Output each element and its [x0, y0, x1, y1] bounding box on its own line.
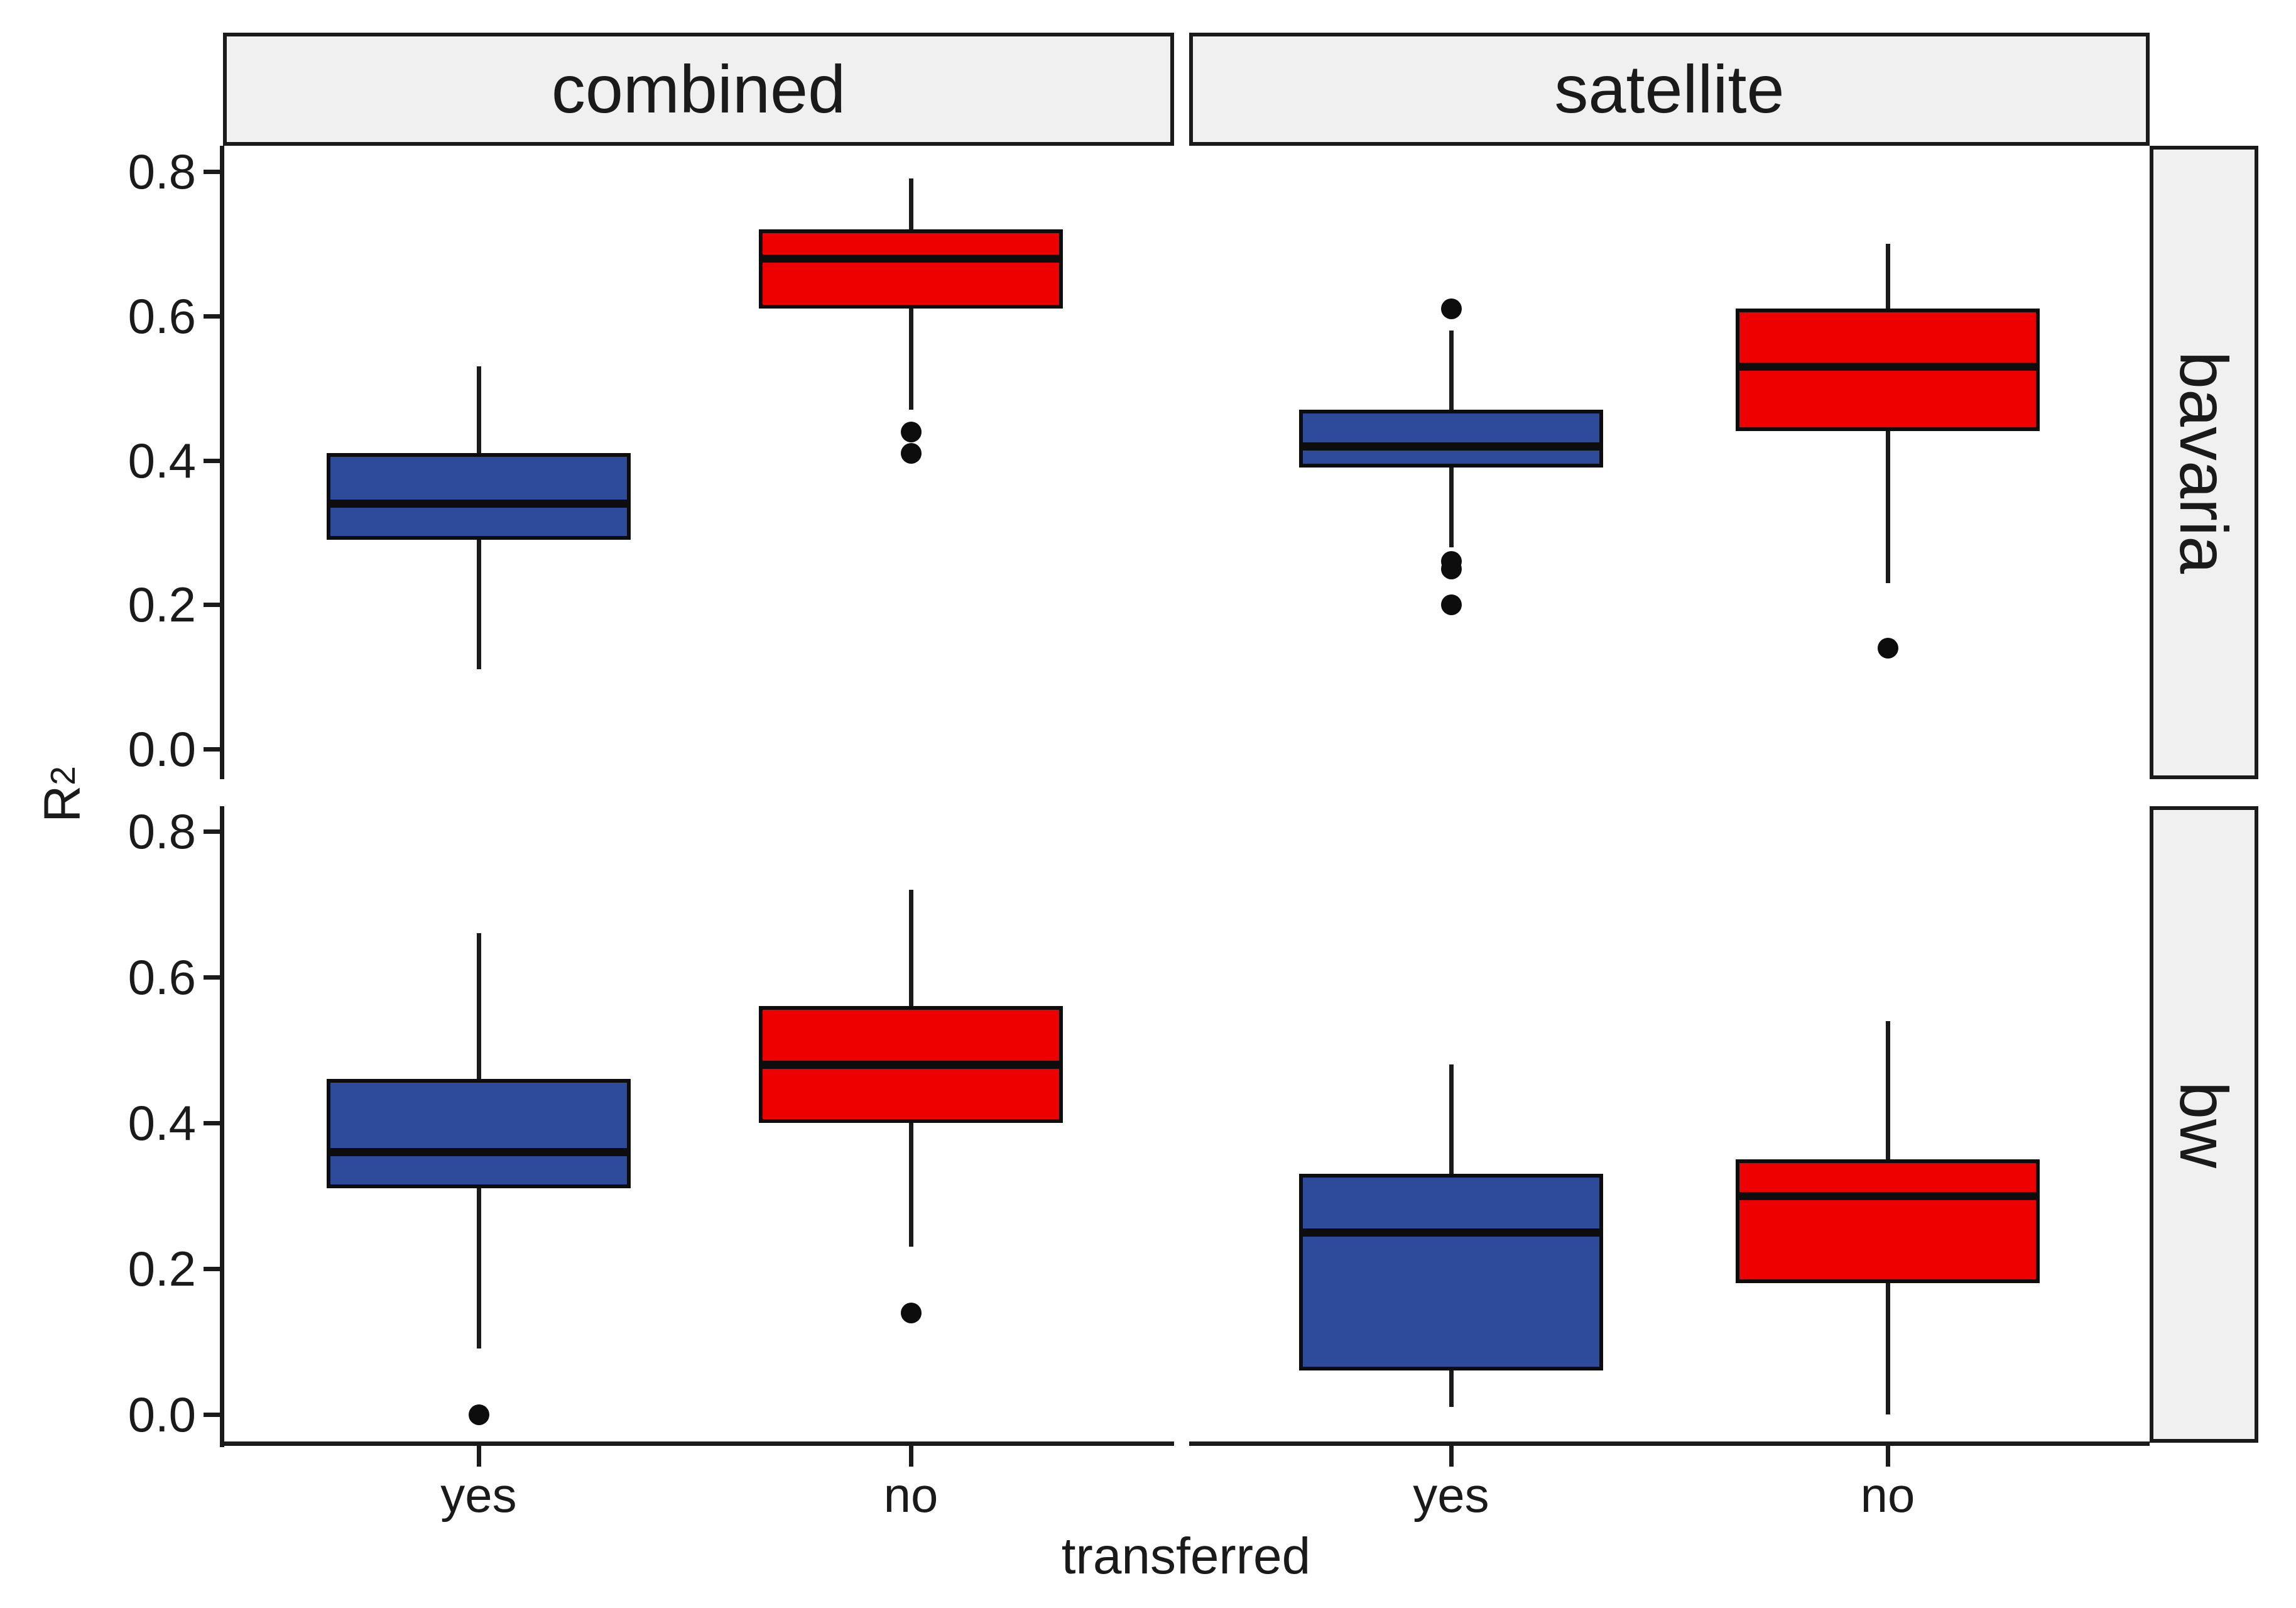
median-combined-bw-no — [759, 1061, 1063, 1069]
y-tick-label-bw-0.2: 0.2 — [128, 1241, 196, 1296]
outlier-dot-combined-bw-yes-0 — [469, 1404, 489, 1425]
y-tick-bw-0.8 — [204, 829, 224, 834]
median-combined-bw-yes — [327, 1148, 631, 1156]
x-tick-label-satellite-no: no — [1860, 1467, 1915, 1523]
y-tick-bw-0.2 — [204, 1267, 224, 1271]
y-tick-label-bw-0.0: 0.0 — [128, 1387, 196, 1442]
y-tick-bavaria-0.6 — [204, 314, 224, 319]
y-tick-bw-0.4 — [204, 1121, 224, 1125]
x-tick-label-combined-no: no — [883, 1467, 939, 1523]
box-satellite-bavaria-yes — [1299, 410, 1603, 468]
y-tick-bavaria-0.2 — [204, 603, 224, 607]
box-satellite-bw-yes — [1299, 1174, 1603, 1370]
facet-row-strip-label-bavaria: bavaria — [2166, 351, 2243, 574]
x-axis-line-combined — [223, 1441, 1174, 1446]
y-tick-label-bw-0.4: 0.4 — [128, 1095, 196, 1151]
x-tick-combined-no — [909, 1446, 913, 1467]
x-tick-satellite-yes — [1449, 1446, 1454, 1467]
median-combined-bavaria-yes — [327, 500, 631, 508]
outlier-dot-satellite-bavaria-yes-0 — [1441, 298, 1462, 319]
y-tick-label-bw-0.6: 0.6 — [128, 949, 196, 1005]
y-tick-bavaria-0.8 — [204, 170, 224, 174]
x-tick-label-combined-yes: yes — [440, 1467, 517, 1523]
y-axis-line-bw — [220, 806, 224, 1447]
outlier-dot-combined-bavaria-no-0 — [901, 422, 922, 442]
facet-row-strip-bw: bw — [2150, 806, 2258, 1443]
y-tick-label-bavaria-0.8: 0.8 — [128, 144, 196, 199]
outlier-dot-satellite-bavaria-yes-3 — [1441, 594, 1462, 615]
box-combined-bavaria-no — [759, 229, 1063, 309]
outlier-dot-satellite-bavaria-yes-2 — [1441, 559, 1462, 579]
x-axis-title: transferred — [1061, 1528, 1311, 1585]
y-tick-label-bavaria-0.0: 0.0 — [128, 721, 196, 777]
x-tick-label-satellite-yes: yes — [1413, 1467, 1489, 1523]
facet-row-strip-bavaria: bavaria — [2150, 146, 2258, 779]
outlier-dot-combined-bavaria-no-1 — [901, 443, 922, 464]
y-tick-label-bavaria-0.2: 0.2 — [128, 577, 196, 632]
median-satellite-bavaria-no — [1736, 363, 2040, 371]
y-tick-bavaria-0.4 — [204, 459, 224, 463]
x-tick-satellite-no — [1886, 1446, 1890, 1467]
median-satellite-bw-yes — [1299, 1228, 1603, 1237]
outlier-dot-satellite-bavaria-no-0 — [1878, 638, 1898, 659]
y-tick-bavaria-0.0 — [204, 747, 224, 752]
facet-row-strip-label-bw: bw — [2166, 1081, 2243, 1168]
y-tick-bw-0.6 — [204, 975, 224, 980]
y-tick-label-bw-0.8: 0.8 — [128, 804, 196, 859]
y-tick-bw-0.0 — [204, 1413, 224, 1417]
outlier-dot-combined-bw-no-0 — [901, 1303, 922, 1323]
facet-column-strip-satellite: satellite — [1189, 33, 2150, 146]
median-combined-bavaria-no — [759, 254, 1063, 263]
median-satellite-bavaria-yes — [1299, 442, 1603, 451]
median-satellite-bw-no — [1736, 1192, 2040, 1200]
box-combined-bw-yes — [327, 1079, 631, 1188]
y-tick-label-bavaria-0.4: 0.4 — [128, 433, 196, 488]
x-axis-line-satellite — [1189, 1441, 2150, 1446]
x-tick-combined-yes — [477, 1446, 481, 1467]
box-combined-bavaria-yes — [327, 453, 631, 540]
y-tick-label-bavaria-0.6: 0.6 — [128, 288, 196, 344]
box-satellite-bw-no — [1736, 1159, 2040, 1283]
facet-column-strip-combined: combined — [223, 33, 1174, 146]
